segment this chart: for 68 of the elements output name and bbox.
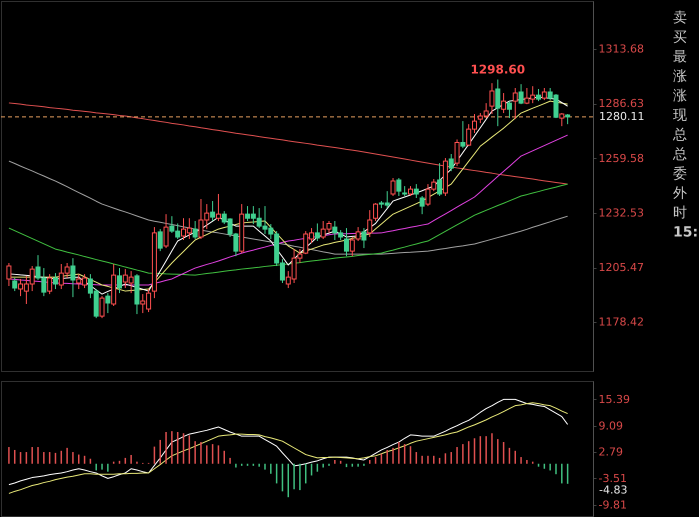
candlestick [402, 186, 408, 196]
candlestick [437, 162, 442, 196]
y-tick-label: 9.09 [598, 419, 623, 432]
candlestick [420, 195, 425, 215]
candlestick [495, 79, 500, 127]
y-tick-label: 15.39 [598, 392, 630, 406]
text: 总 [672, 146, 687, 162]
y-tick-label: 1178.42 [598, 316, 644, 329]
candlestick [52, 272, 58, 290]
text: -4.83 [599, 483, 628, 496]
text: 总 [672, 127, 687, 143]
candlestick [350, 236, 355, 257]
text: 15: [673, 224, 698, 240]
candlestick [536, 88, 542, 102]
candlestick [396, 178, 402, 196]
y-tick-label: 1232.53 [598, 206, 644, 220]
candlestick [6, 262, 12, 287]
y-tick-label: 1205.47 [598, 261, 644, 274]
candlestick [356, 226, 361, 242]
candlestick [116, 268, 122, 294]
y-tick-label: -9.81 [598, 498, 627, 512]
line-series [8, 102, 568, 185]
candlestick [314, 222, 320, 242]
candlestick [506, 100, 512, 119]
text: 现 [673, 108, 687, 124]
text: 最 [673, 49, 687, 65]
candlestick [210, 200, 216, 222]
candlestick [105, 292, 110, 314]
candlestick [448, 154, 454, 172]
candlestick [192, 220, 198, 240]
y-tick-label: -3.51 [598, 472, 627, 485]
candlestick [70, 258, 76, 298]
ref-line-label: 1280.11 [599, 110, 644, 123]
text: 委 [673, 166, 687, 182]
candlestick [216, 193, 221, 222]
y-tick-label: 2.79 [598, 446, 623, 459]
candlestick [501, 92, 506, 114]
candlestick [542, 88, 547, 101]
text: 涨 [673, 68, 687, 84]
candlestick [559, 112, 564, 127]
line-series [8, 160, 568, 255]
candlestick [12, 277, 18, 292]
candlestick [489, 82, 494, 115]
candlestick [47, 274, 52, 295]
candlestick [344, 228, 349, 257]
y-tick-label: 1286.63 [598, 97, 644, 110]
text: 外 [673, 186, 687, 202]
candlestick [454, 138, 460, 167]
y-tick-label: 1313.68 [598, 42, 644, 56]
candlestick [158, 228, 163, 252]
text: 买 [673, 30, 687, 46]
text: 卖 [673, 10, 687, 26]
candlestick [100, 296, 105, 319]
candlestick [367, 210, 372, 238]
candlestick [460, 120, 466, 149]
candlestick [164, 214, 169, 249]
candlestick [390, 178, 396, 196]
candlestick [512, 88, 518, 120]
candlestick [518, 84, 524, 105]
y-tick-label: 1259.58 [598, 152, 644, 165]
candlestick [414, 184, 419, 199]
candlestick [361, 228, 366, 249]
candlestick [373, 202, 378, 222]
text: 涨 [673, 88, 687, 104]
candlestick [565, 114, 570, 125]
text: 时 [673, 205, 687, 221]
annotation: 1298.60 [470, 62, 526, 77]
candlestick [408, 186, 413, 196]
